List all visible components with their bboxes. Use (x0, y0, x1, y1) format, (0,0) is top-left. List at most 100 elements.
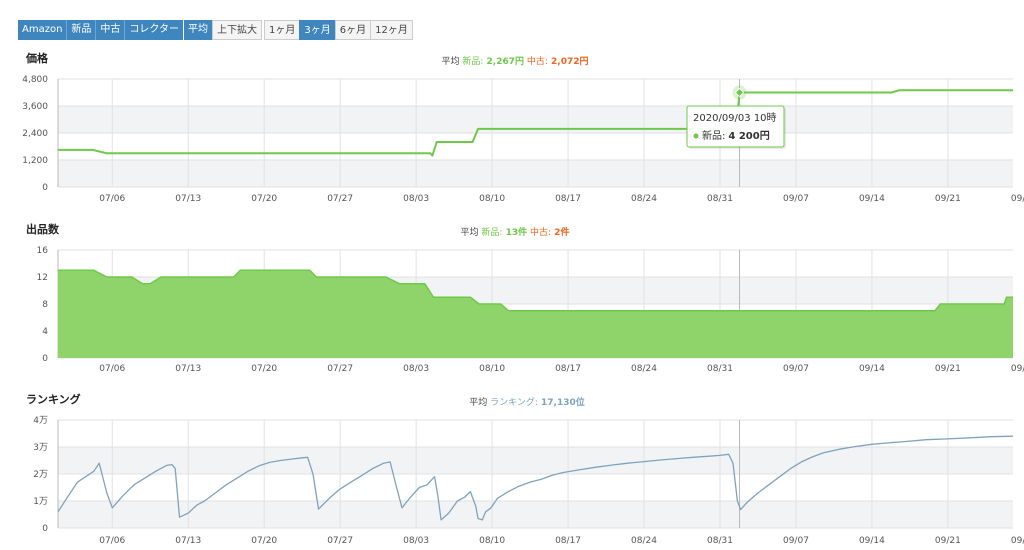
x-tick-label: 09/07 (783, 536, 809, 546)
x-tick-label: 08/17 (555, 364, 581, 374)
grid-band (58, 420, 1013, 447)
summary-part: 新品: (459, 55, 483, 67)
summary-part: 2,072円 (548, 56, 589, 67)
y-tick-label: 1万 (33, 497, 48, 507)
x-tick-label: 07/13 (175, 364, 201, 374)
y-tick-label: 4,800 (22, 75, 48, 85)
x-tick-label: 07/27 (327, 194, 353, 204)
x-tick-label: 08/31 (707, 194, 733, 204)
x-tick-label: 09/28 (1011, 364, 1024, 374)
chart-title: 出品数 (26, 222, 60, 236)
y-tick-label: 4 (42, 327, 48, 337)
x-tick-label: 09/07 (783, 194, 809, 204)
toolbar-button-group1-3[interactable]: コレクター (125, 20, 184, 40)
x-tick-label: 08/17 (555, 194, 581, 204)
y-tick-label: 1,200 (22, 156, 48, 166)
summary-part: 新品: (479, 226, 503, 238)
y-tick-label: 2万 (33, 470, 48, 480)
hover-point[interactable] (734, 87, 745, 98)
summary-part: 平均 (469, 396, 487, 408)
x-tick-label: 08/03 (403, 364, 429, 374)
y-tick-label: 0 (42, 354, 48, 364)
x-tick-label: 09/21 (935, 536, 961, 546)
x-tick-label: 08/17 (555, 536, 581, 546)
y-tick-label: 8 (42, 300, 48, 310)
x-tick-label: 07/27 (327, 536, 353, 546)
toolbar-button-group2-1[interactable]: 上下拡大 (212, 20, 262, 40)
series-line (58, 89, 1013, 157)
grid-band (58, 474, 1013, 501)
y-tick-label: 3,600 (22, 102, 48, 112)
grid-band (58, 250, 1013, 277)
chart-title: 価格 (25, 51, 49, 65)
y-tick-label: 0 (42, 524, 48, 534)
x-tick-label: 09/07 (783, 364, 809, 374)
x-tick-label: 07/06 (99, 364, 125, 374)
y-tick-label: 0 (42, 183, 48, 193)
toolbar-button-group3-2[interactable]: 6ヶ月 (334, 20, 372, 40)
grid-band (58, 160, 1013, 187)
x-tick-label: 09/21 (935, 194, 961, 204)
summary-part: 17,130位 (538, 396, 585, 408)
series-line (58, 269, 1013, 312)
summary-part: 平均 (441, 55, 459, 67)
toolbar-button-group1-2[interactable]: 中古 (96, 20, 126, 40)
tooltip-value: 4 200円 (728, 130, 769, 142)
y-tick-label: 12 (37, 273, 48, 283)
summary-part: 中古: (524, 55, 548, 67)
x-tick-label: 08/24 (631, 194, 657, 204)
toolbar-button-group3-3[interactable]: 12ヶ月 (370, 20, 413, 40)
range-button-group: 1ヶ月 3ヶ月 6ヶ月 12ヶ月 (264, 20, 413, 40)
x-tick-label: 08/10 (479, 194, 505, 204)
x-tick-label: 09/28 (1011, 194, 1024, 204)
y-tick-label: 4万 (33, 416, 48, 426)
tooltip-label: 新品: (702, 129, 725, 142)
summary-part: 13件 (502, 226, 527, 238)
x-tick-label: 08/03 (403, 194, 429, 204)
summary-part: 2,267円 (483, 56, 524, 67)
x-tick-label: 07/20 (251, 536, 277, 546)
chart-panel-1: 0 4 8 12 16 07/06 07/13 07/20 07/27 08/03 08/10 08/… (26, 222, 1024, 374)
summary-part: 2件 (551, 226, 569, 238)
y-tick-label: 3万 (33, 443, 48, 453)
marketplace-button-group: Amazon 新品 中古 コレクター (18, 20, 184, 40)
tooltip-series-line: 新品: 4 200円 (702, 129, 770, 142)
chart-panel-0: 0 1,200 2,400 3,600 4,800 07/06 07/13 07/20 07/2… (22, 51, 1024, 204)
chart-summary: 平均 ランキング: 17,130位 (469, 396, 585, 408)
summary-part: 平均 (461, 226, 479, 238)
x-tick-label: 07/27 (327, 364, 353, 374)
summary-part: 中古: (527, 226, 551, 238)
chart-summary: 平均 新品: 13件 中古: 2件 (461, 226, 570, 238)
view-button-group: 平均 上下拡大 (184, 20, 262, 40)
x-tick-label: 08/24 (631, 536, 657, 546)
x-tick-label: 07/06 (99, 536, 125, 546)
x-tick-label: 07/13 (175, 536, 201, 546)
series-area-fill (58, 270, 1013, 358)
x-tick-label: 08/10 (479, 536, 505, 546)
series-line (57, 435, 1014, 521)
x-tick-label: 09/14 (859, 364, 885, 374)
summary-part: ランキング: (487, 396, 538, 408)
y-tick-label: 16 (37, 246, 49, 256)
tooltip-date: 2020/09/03 10時 (693, 112, 777, 124)
x-tick-label: 09/14 (859, 536, 885, 546)
x-tick-label: 09/21 (935, 364, 961, 374)
chart-title: ランキング (26, 392, 81, 406)
x-tick-label: 07/20 (251, 194, 277, 204)
grid-band (58, 447, 1013, 474)
x-tick-label: 08/24 (631, 364, 657, 374)
grid-band (58, 133, 1013, 160)
chart-summary: 平均 新品: 2,267円 中古: 2,072円 (441, 55, 588, 67)
x-tick-label: 08/31 (707, 536, 733, 546)
x-tick-label: 07/20 (251, 364, 277, 374)
y-tick-label: 2,400 (22, 129, 48, 139)
x-tick-label: 08/31 (707, 364, 733, 374)
toolbar-button-group1-1[interactable]: 新品 (67, 20, 97, 40)
toolbar-button-group1-0[interactable]: Amazon (18, 20, 68, 40)
tooltip-box (686, 105, 785, 148)
x-tick-label: 08/03 (403, 536, 429, 546)
x-tick-label: 09/28 (1011, 536, 1024, 546)
grid-band (58, 501, 1013, 528)
